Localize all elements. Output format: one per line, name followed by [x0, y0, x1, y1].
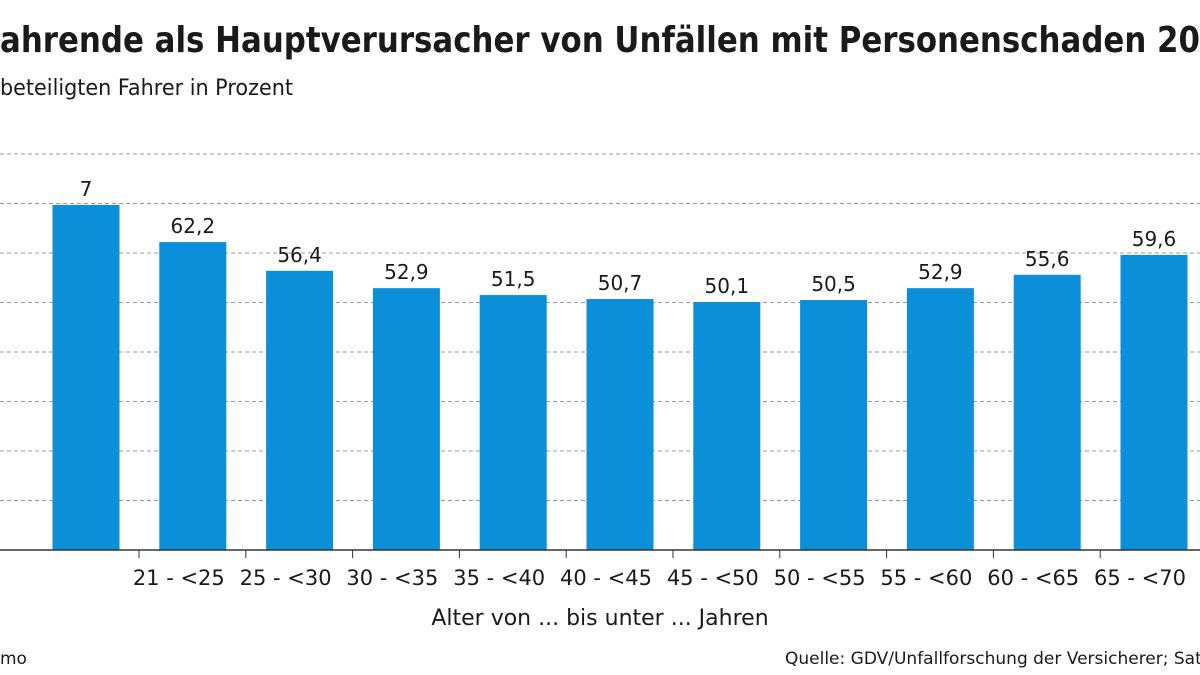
bar [586, 299, 654, 550]
x-axis-label: Alter von ... bis unter ... Jahren [431, 606, 768, 631]
x-tick-label: 30 - <35 [346, 566, 438, 590]
x-tick-label: 55 - <60 [880, 566, 972, 590]
x-tick-label: 40 - <45 [560, 566, 652, 590]
bar [1013, 274, 1081, 550]
bar [800, 300, 868, 550]
value-label: 59,6 [1132, 227, 1177, 251]
credit: mo [0, 649, 27, 669]
value-label: 50,7 [598, 271, 643, 295]
x-tick-label: 21 - <25 [133, 566, 225, 590]
value-label: 7 [80, 177, 93, 201]
x-tick-label: 45 - <50 [667, 566, 759, 590]
value-label: 62,2 [171, 214, 216, 238]
source: Quelle: GDV/Unfallforschung der Versiche… [785, 649, 1200, 669]
chart-subtitle: beteiligten Fahrer in Prozent [0, 76, 293, 101]
x-tick-label: 25 - <30 [240, 566, 332, 590]
bar [479, 295, 547, 550]
bar [159, 242, 227, 551]
value-label: 50,5 [811, 272, 856, 296]
bar [52, 204, 120, 551]
bar [1120, 254, 1188, 551]
bar [906, 288, 974, 550]
value-label: 55,6 [1025, 247, 1070, 271]
value-label: 50,1 [705, 274, 750, 298]
x-tick-label: 65 - <70 [1094, 566, 1186, 590]
value-label: 52,9 [384, 260, 429, 284]
chart-title: ahrende als Hauptverursacher von Unfälle… [0, 20, 1200, 61]
value-label: 52,9 [918, 260, 963, 284]
x-tick-label: 60 - <65 [987, 566, 1079, 590]
value-label: 56,4 [277, 243, 322, 267]
bar [693, 302, 761, 550]
bar [372, 288, 440, 550]
value-label: 51,5 [491, 267, 536, 291]
bar [266, 270, 334, 550]
x-tick-label: 35 - <40 [453, 566, 545, 590]
x-tick-label: 50 - <55 [774, 566, 866, 590]
